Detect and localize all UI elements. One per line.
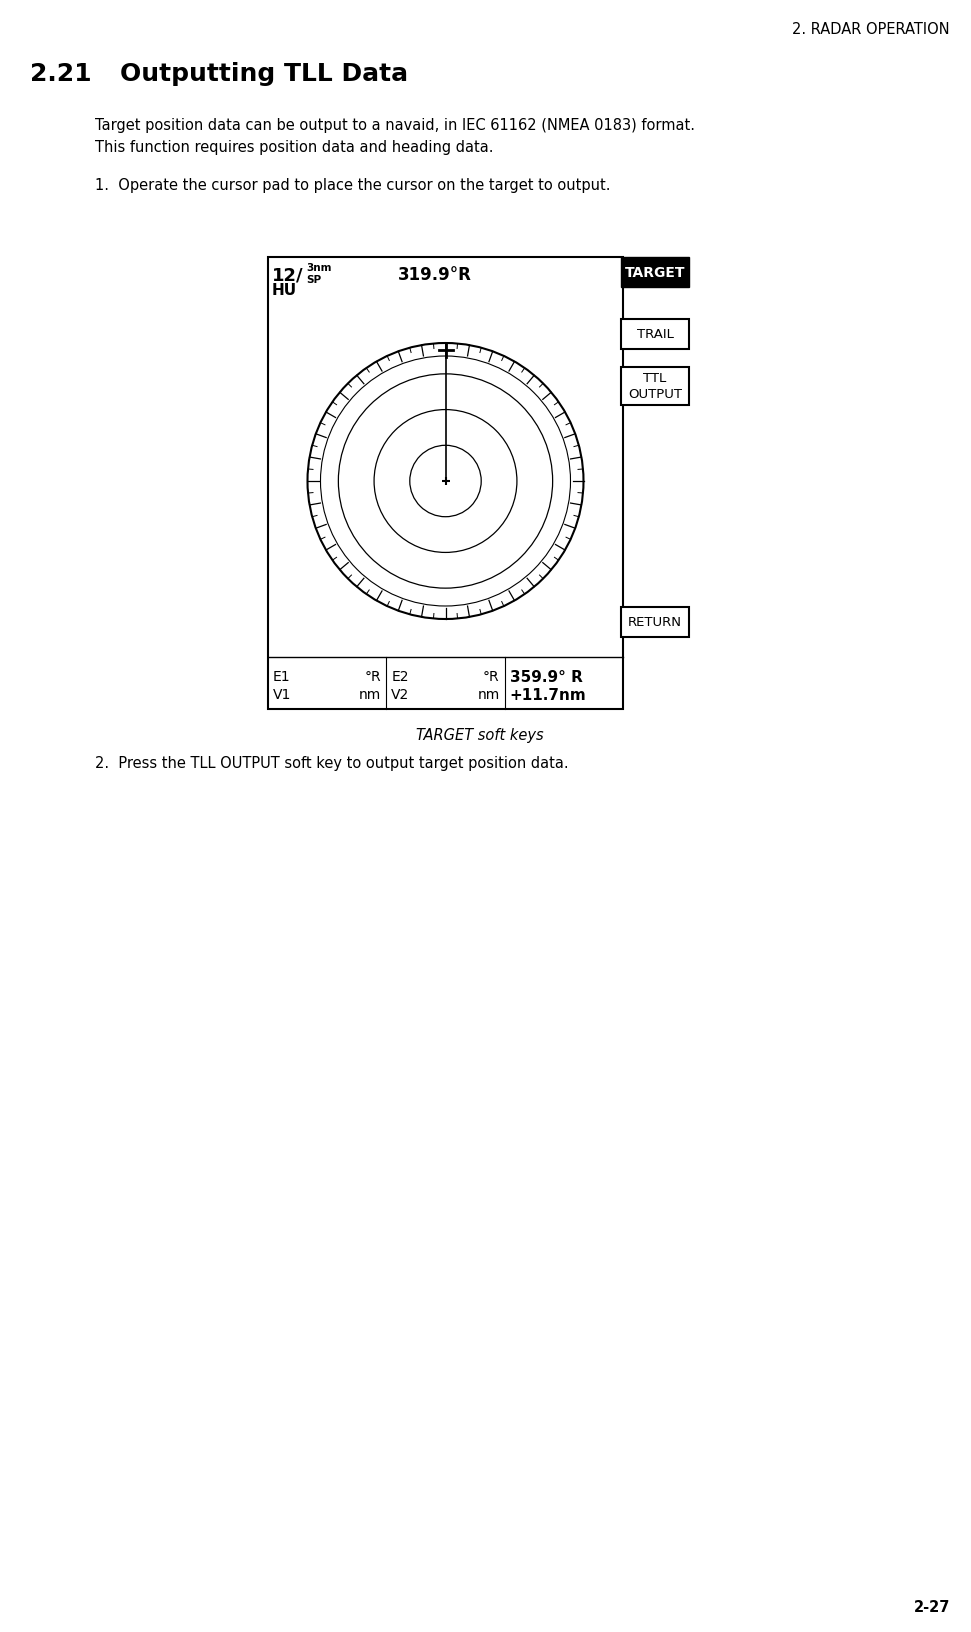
Text: SP: SP [306, 274, 321, 286]
Text: TTL
OUTPUT: TTL OUTPUT [628, 372, 682, 401]
Text: TRAIL: TRAIL [637, 328, 674, 341]
Text: 2-27: 2-27 [914, 1599, 950, 1614]
Text: Target position data can be output to a navaid, in IEC 61162 (NMEA 0183) format.: Target position data can be output to a … [95, 118, 695, 132]
Text: 359.9° R: 359.9° R [510, 669, 583, 684]
Text: 12/: 12/ [272, 266, 304, 284]
Bar [621, 320, 689, 349]
Text: RETURN: RETURN [628, 617, 682, 628]
Text: V2: V2 [391, 687, 410, 702]
Text: 319.9°R: 319.9°R [398, 266, 472, 284]
Text: nm: nm [359, 687, 382, 702]
Bar [268, 258, 623, 710]
Bar [621, 607, 689, 638]
Text: °R: °R [365, 669, 382, 684]
Text: 3nm: 3nm [306, 263, 331, 273]
Text: Outputting TLL Data: Outputting TLL Data [120, 62, 408, 86]
Text: °R: °R [483, 669, 500, 684]
Text: E1: E1 [273, 669, 290, 684]
Text: HU: HU [272, 282, 297, 297]
Text: V1: V1 [273, 687, 291, 702]
Text: 1.  Operate the cursor pad to place the cursor on the target to output.: 1. Operate the cursor pad to place the c… [95, 178, 611, 193]
Bar [621, 367, 689, 406]
Text: TARGET: TARGET [624, 266, 686, 279]
Text: 2.  Press the TLL OUTPUT soft key to output target position data.: 2. Press the TLL OUTPUT soft key to outp… [95, 756, 569, 770]
Text: nm: nm [478, 687, 500, 702]
Text: E2: E2 [391, 669, 409, 684]
Bar [621, 258, 689, 287]
Text: This function requires position data and heading data.: This function requires position data and… [95, 140, 493, 155]
Text: 2.21: 2.21 [30, 62, 91, 86]
Text: TARGET soft keys: TARGET soft keys [416, 728, 544, 743]
Text: 2. RADAR OPERATION: 2. RADAR OPERATION [792, 21, 950, 38]
Text: +11.7nm: +11.7nm [510, 687, 586, 702]
